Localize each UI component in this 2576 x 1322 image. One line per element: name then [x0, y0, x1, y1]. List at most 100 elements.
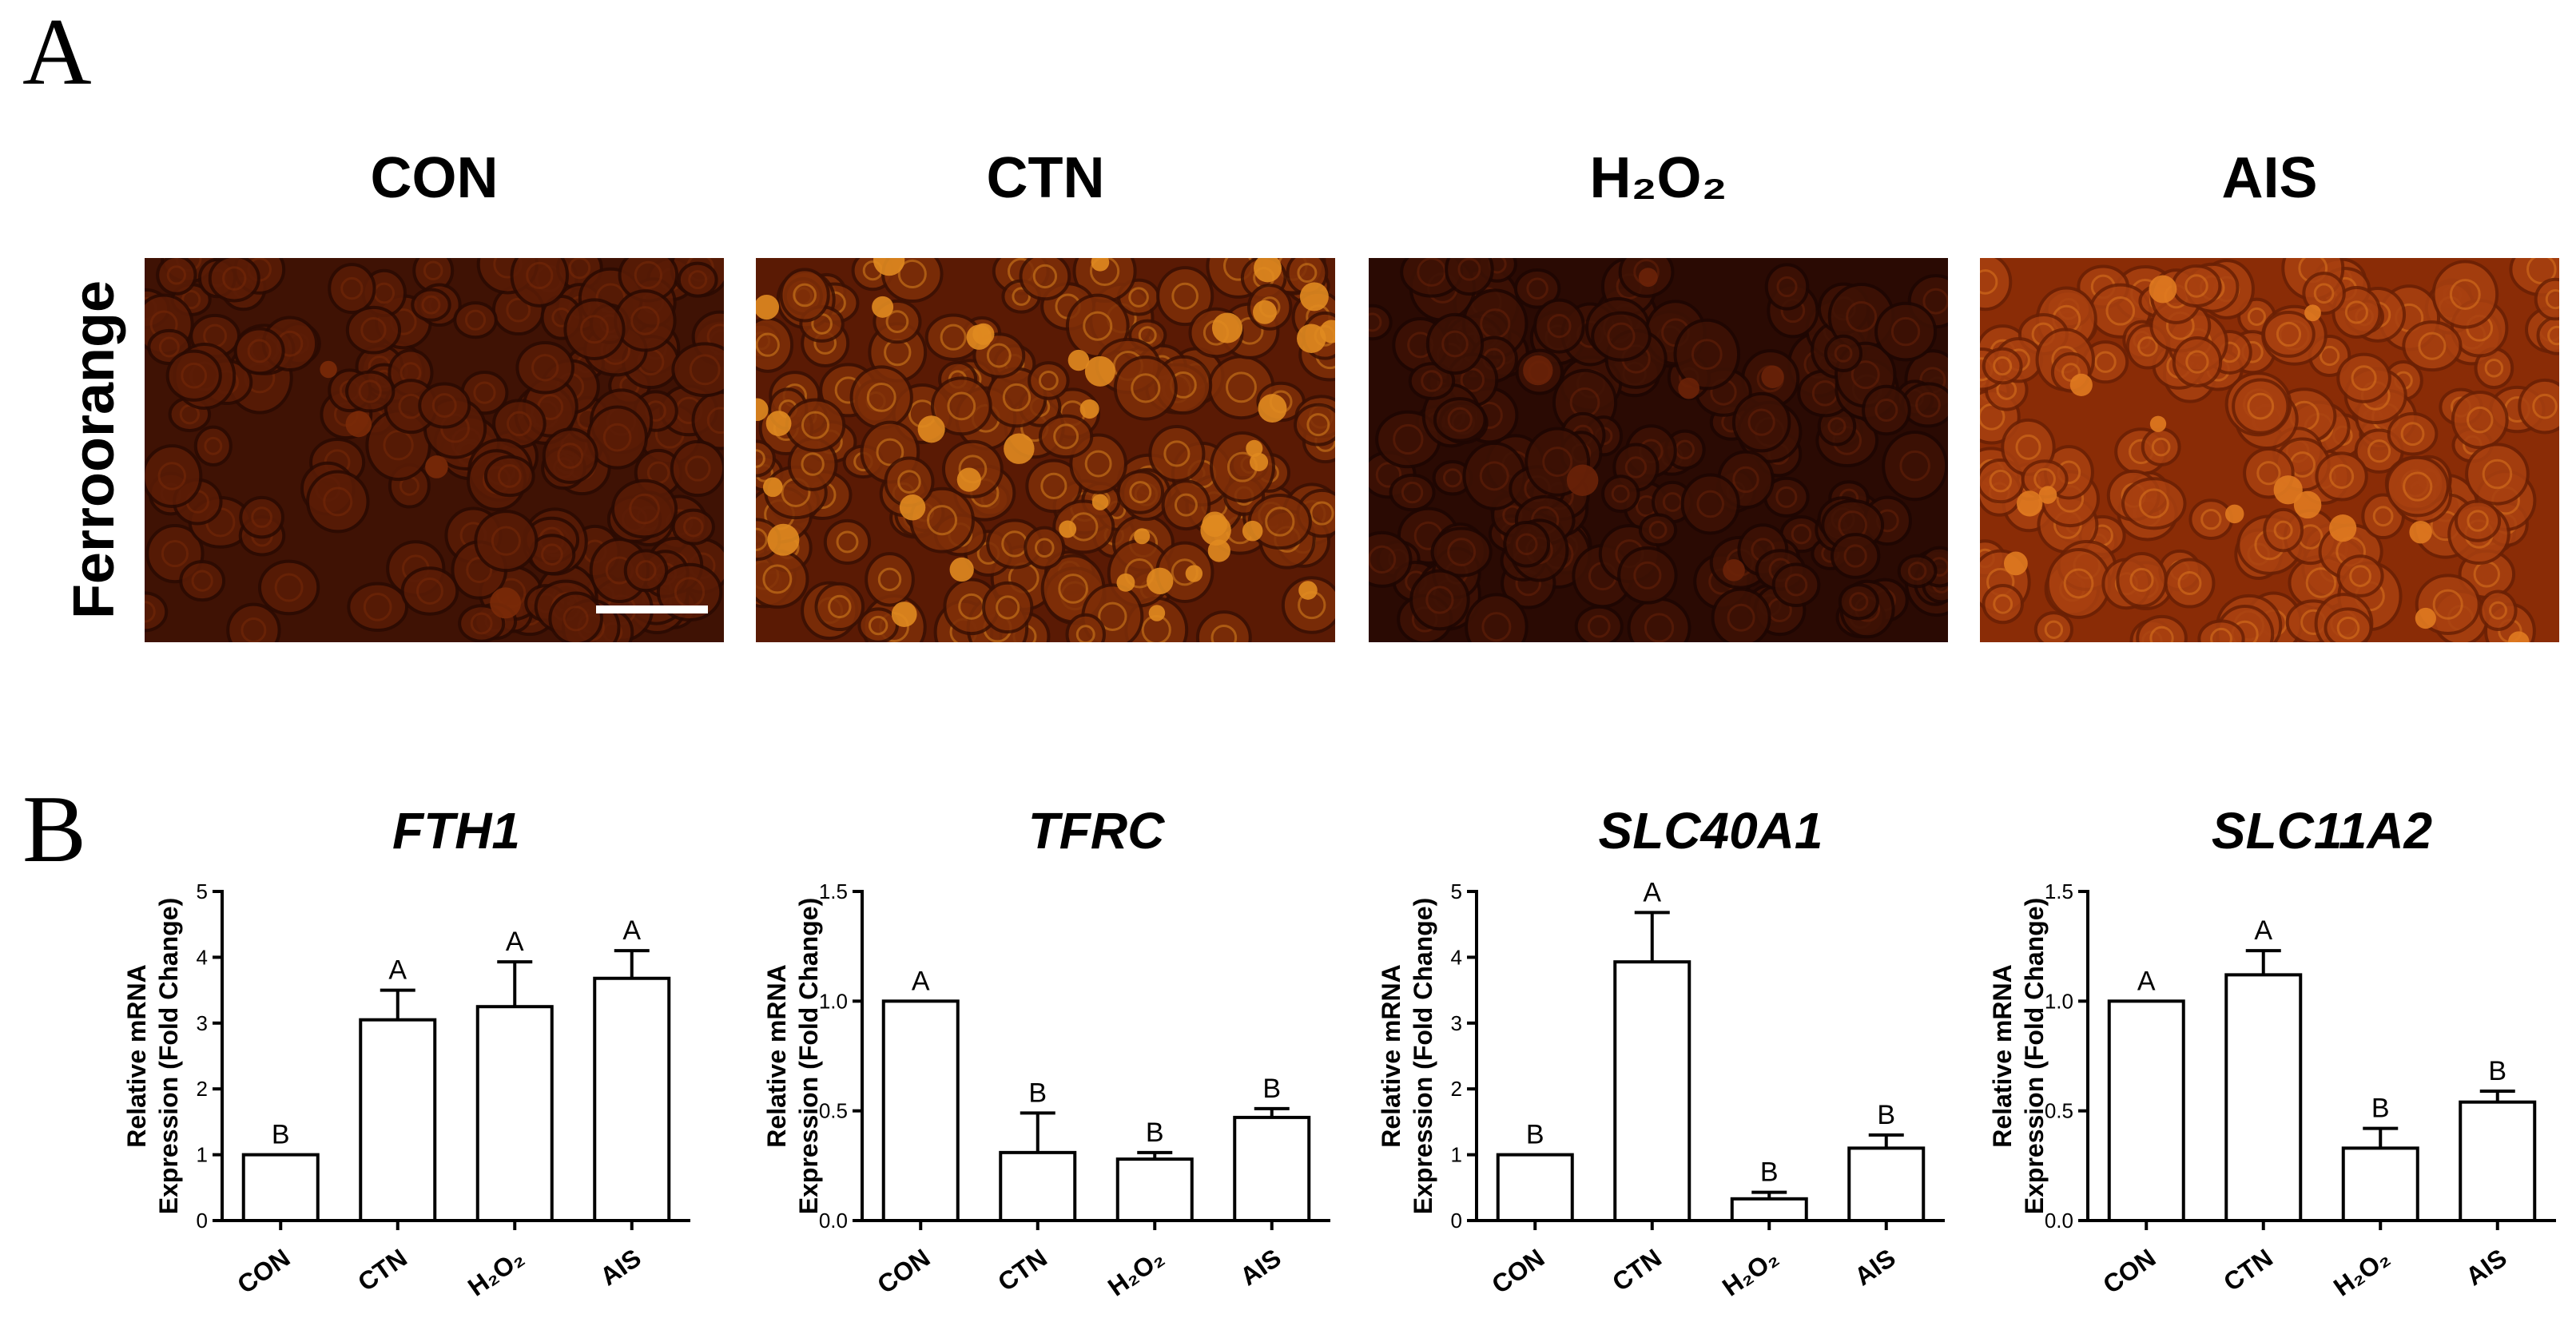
nucleus: [1874, 399, 1898, 422]
cell: [548, 591, 603, 642]
nucleus: [491, 526, 521, 556]
y-tick-label: 4: [1451, 945, 1462, 969]
nucleus: [2545, 288, 2559, 310]
bright-cell: [1678, 377, 1700, 399]
nucleus: [2367, 439, 2391, 463]
nucleus: [1401, 481, 1424, 504]
bright-cell: [320, 360, 337, 379]
nucleus: [526, 261, 554, 290]
nucleus: [2015, 434, 2041, 460]
bright-cell: [1059, 520, 1077, 538]
nucleus: [2547, 325, 2559, 346]
nucleus: [801, 411, 830, 439]
nucleus: [2484, 359, 2504, 378]
cell: [785, 398, 846, 452]
chart: SLC40A1 Relative mRNA Expression (Fold Cha…: [1377, 802, 1945, 1302]
cell: [670, 439, 724, 498]
nucleus: [706, 407, 724, 435]
nucleus: [358, 379, 382, 403]
cell: [226, 602, 281, 642]
nucleus: [360, 317, 387, 343]
bright-cell: [949, 557, 974, 582]
nucleus: [1083, 311, 1113, 341]
cell: [510, 258, 569, 308]
nucleus: [1648, 520, 1668, 539]
bright-cell: [1246, 439, 1263, 457]
significance-label: B: [1146, 1118, 1164, 1148]
nucleus: [756, 332, 780, 357]
bright-cell: [490, 587, 522, 619]
cell: [411, 288, 451, 322]
y-tick-label: 1.0: [819, 989, 848, 1013]
cell: [2454, 499, 2502, 542]
bright-cell: [2003, 551, 2028, 576]
cell: [1281, 576, 1335, 634]
nucleus: [2351, 365, 2377, 391]
cell: [1503, 520, 1551, 568]
cell: [1465, 593, 1529, 642]
nucleus: [1827, 417, 1847, 436]
nucleus: [2063, 568, 2094, 599]
bright-cell: [972, 323, 995, 345]
panel-label: A: [22, 0, 92, 105]
nucleus: [1421, 370, 1443, 392]
nucleus: [1547, 313, 1572, 339]
nucleus: [2137, 336, 2158, 357]
bright-cell: [2329, 514, 2357, 542]
y-axis-label: Expression (Fold Change): [1409, 898, 1437, 1214]
cell: [400, 566, 459, 616]
bright-cell: [1297, 324, 1326, 353]
panel-label: B: [22, 776, 86, 882]
significance-label: A: [2254, 915, 2272, 946]
nucleus: [464, 309, 487, 331]
cell: [2045, 547, 2112, 619]
bar: [1613, 960, 1691, 1222]
bright-cell: [2293, 490, 2322, 519]
cell: [563, 298, 626, 361]
bright-cell: [1242, 520, 1263, 542]
nucleus: [1210, 625, 1238, 642]
nucleus: [204, 436, 223, 455]
nucleus: [2319, 345, 2340, 367]
nucleus: [1171, 282, 1199, 310]
cell: [2197, 619, 2245, 642]
bright-cell: [1254, 258, 1282, 283]
cell: [1874, 301, 1938, 362]
nucleus: [1696, 490, 1724, 518]
bright-cell: [2273, 475, 2303, 505]
nucleus: [1012, 287, 1031, 306]
cell: [2431, 260, 2499, 329]
nucleus: [1369, 545, 1397, 574]
nucleus: [1442, 468, 1463, 488]
cell: [1982, 347, 2023, 385]
nucleus: [947, 391, 976, 421]
cell: [1533, 298, 1585, 354]
nucleus: [897, 470, 921, 494]
nucleus: [996, 595, 1020, 620]
cell: [1430, 526, 1493, 578]
cell: [2164, 558, 2216, 609]
bright-cell: [345, 411, 372, 438]
bright-cell: [1298, 581, 1318, 600]
nucleus: [431, 393, 457, 419]
cell: [1247, 493, 1312, 550]
cell: [328, 263, 376, 315]
bright-cell: [2409, 520, 2432, 544]
nucleus: [2313, 283, 2335, 304]
nucleus: [2177, 571, 2202, 596]
y-axis-label: Relative mRNA: [1377, 964, 1405, 1147]
cell: [239, 495, 284, 539]
cell: [345, 370, 396, 413]
cell: [930, 376, 992, 436]
cell: [1409, 569, 1470, 631]
nucleus: [2044, 620, 2064, 639]
nucleus: [145, 601, 156, 623]
chart-title: SLC11A2: [2212, 802, 2432, 859]
nucleus: [423, 260, 443, 281]
cell: [515, 341, 575, 395]
bright-cell: [1249, 452, 1269, 472]
cell: [823, 518, 872, 565]
bar: [1496, 1153, 1574, 1222]
